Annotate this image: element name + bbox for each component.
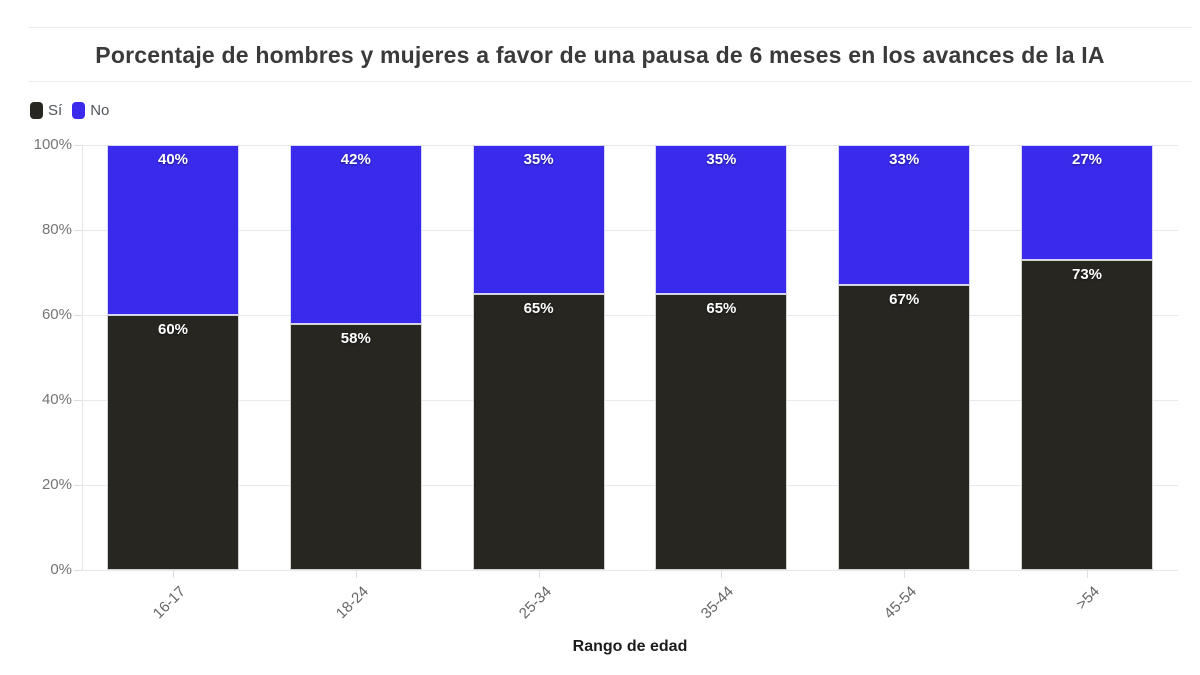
legend-label-si: Sí [48,101,63,119]
legend-label-no: No [90,101,110,119]
value-label: 65% [523,299,554,317]
y-axis-tick [74,569,82,571]
x-axis-tick [355,570,357,578]
y-axis-label: 100% [33,136,72,153]
value-label: 35% [523,151,554,168]
segment-no[interactable]: 42% [289,145,422,324]
value-label: 58% [340,329,371,347]
value-label: 60% [157,321,189,338]
value-label: 40% [157,151,189,168]
value-label: 73% [1071,265,1103,283]
y-axis-tick [74,144,82,146]
gridline [82,569,1178,571]
gridline [82,314,1178,316]
value-label: 65% [706,299,737,317]
y-axis-label: 20% [41,476,72,493]
top-divider [28,27,1192,28]
x-axis-label: 16-17 [149,583,190,623]
y-axis-label: 0% [50,561,72,578]
legend-swatch-si-icon [30,101,43,119]
segment-no[interactable]: 35% [472,145,605,294]
chart-title: Porcentaje de hombres y mujeres a favor … [95,42,1105,68]
x-axis-tick [721,570,723,578]
segment-no[interactable]: 27% [1021,145,1153,260]
segment-no[interactable]: 33% [838,145,971,286]
segment-no[interactable]: 35% [655,145,788,294]
x-axis-title: Rango de edad [572,638,688,655]
x-axis-label: >54 [1073,583,1104,614]
segment-si[interactable]: 60% [107,315,239,570]
gridline [82,144,1178,146]
bar-group: 27% 73% [1021,145,1153,570]
x-axis-label: 35-44 [698,583,738,623]
legend-swatch-no-icon [72,101,86,119]
legend-item-si[interactable]: Sí [30,101,63,119]
segment-si[interactable]: 73% [1021,259,1153,570]
segment-si[interactable]: 67% [838,285,971,570]
y-axis-label: 40% [41,391,72,408]
segment-si[interactable]: 58% [289,323,422,570]
value-label: 67% [889,291,920,309]
x-axis-tick [904,570,906,578]
gridline [82,484,1178,486]
value-label: 33% [889,151,920,168]
x-axis-tick [1087,570,1088,578]
value-label: 42% [340,151,371,168]
value-label: 27% [1071,151,1103,168]
gridline [82,399,1178,401]
y-axis-line [82,145,83,570]
y-axis-label: 80% [41,221,72,238]
bar-group: 35% 65% [472,145,605,570]
y-axis-label: 60% [41,306,72,323]
bar-group: 35% 65% [655,145,788,570]
bar-group: 40% 60% [107,145,239,570]
legend-item-no[interactable]: No [72,101,110,119]
bar-group: 42% 58% [289,145,422,570]
title-divider [28,81,1192,82]
value-label: 35% [706,151,737,168]
x-axis-label: 45-54 [881,583,921,623]
bar-group: 33% 67% [838,145,971,570]
gridline [82,229,1178,231]
x-axis-tick [538,570,540,578]
x-axis-label: 18-24 [332,583,372,623]
x-axis-label: 25-34 [515,583,555,623]
y-axis-tick [74,314,82,316]
legend: Sí No [30,100,109,120]
y-axis-tick [74,399,82,401]
plot-area: 0% 20% 40% 60% 80% 100% 40% 60% 16-17 42% 58% 18-24… [34,136,1178,622]
segment-no[interactable]: 40% [107,145,239,315]
y-axis-tick [74,484,82,486]
x-axis-tick [173,570,174,578]
y-axis-tick [74,229,82,231]
segment-si[interactable]: 65% [472,293,605,570]
segment-si[interactable]: 65% [655,293,788,570]
